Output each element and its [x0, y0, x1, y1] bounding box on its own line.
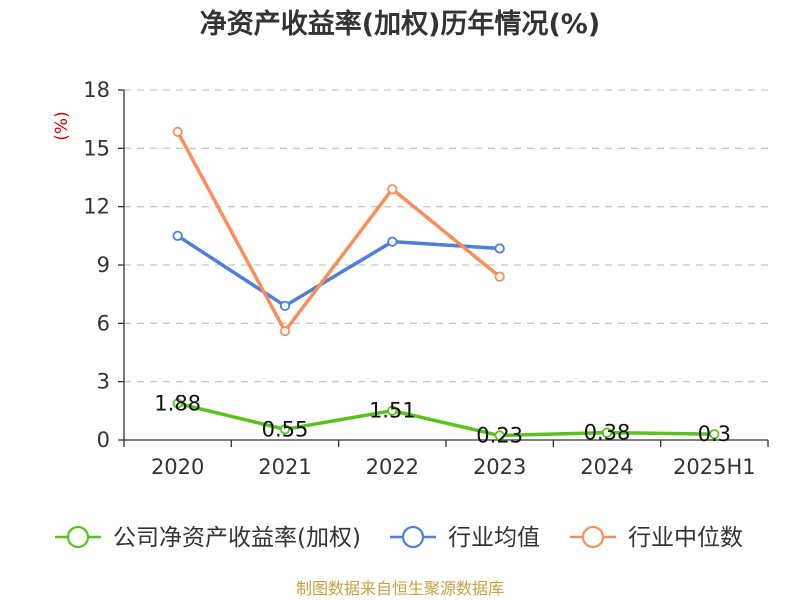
y-tick-label: 0: [97, 428, 110, 452]
x-tick-label: 2020: [151, 455, 204, 479]
series-0-point: [387, 405, 398, 416]
series-2-point: [494, 271, 505, 282]
series-0-point: [601, 427, 613, 438]
legend-item-2[interactable]: 行业中位数: [570, 525, 743, 551]
data-label: 0.55: [262, 417, 309, 441]
legend-label: 公司净资产收益率(加权): [113, 525, 361, 551]
series-2-point: [279, 326, 291, 337]
x-tick-label: 2024: [580, 455, 633, 479]
chart-title: 净资产收益率(加权)历年情况(%): [200, 8, 600, 40]
legend-swatch-marker: [66, 525, 90, 549]
legend-swatch-marker: [401, 525, 425, 549]
y-tick-label: 6: [97, 311, 110, 335]
y-axis-label: (%): [52, 111, 72, 140]
y-tick-label: 3: [97, 370, 110, 394]
data-label: 0.3: [698, 422, 731, 446]
gridlines: [124, 89, 768, 383]
series-line-1: [176, 234, 500, 308]
legend-label: 行业均值: [448, 525, 540, 551]
data-labels: 1.88 0.55 1.51 0.23 0.38 0.3: [154, 391, 731, 447]
series-1-point: [172, 230, 183, 241]
data-label: 1.51: [369, 399, 416, 423]
series-line-0: [177, 401, 715, 438]
x-tick-label: 2021: [258, 455, 311, 479]
data-label: 1.88: [154, 391, 201, 415]
series: [172, 126, 720, 441]
series-1-point: [494, 243, 505, 254]
axes: 0 3 6 9 12 15 18 2020 2021 2022 2023 2024 2025H1: [83, 78, 769, 479]
legend-item-0[interactable]: 公司净资产收益率(加权): [55, 525, 361, 551]
series-0-point: [172, 398, 183, 409]
legend-item-1[interactable]: 行业均值: [390, 525, 540, 551]
y-tick-label: 12: [83, 195, 110, 219]
y-tick-label: 15: [83, 136, 110, 160]
source-note: 制图数据来自恒生聚源数据库: [296, 579, 504, 598]
series-0-point: [279, 424, 291, 435]
legend-label: 行业中位数: [628, 525, 743, 551]
legend: 公司净资产收益率(加权) 行业均值 行业中位数: [55, 525, 743, 551]
series-2-point: [172, 126, 183, 137]
data-label: 0.23: [476, 424, 523, 448]
series-1-point: [279, 300, 291, 311]
x-tick-label: 2023: [473, 455, 526, 479]
y-tick-label: 18: [83, 78, 110, 102]
y-tick-label: 9: [97, 253, 110, 277]
series-2-point: [387, 184, 398, 195]
series-0-point: [709, 429, 720, 440]
series-line-2: [176, 130, 501, 333]
legend-swatch-marker: [581, 525, 605, 549]
data-label: 0.38: [584, 421, 631, 445]
x-tick-label: 2025H1: [673, 455, 756, 479]
series-0-point: [494, 430, 505, 441]
x-tick-label: 2022: [366, 455, 419, 479]
series-1-point: [387, 236, 398, 247]
